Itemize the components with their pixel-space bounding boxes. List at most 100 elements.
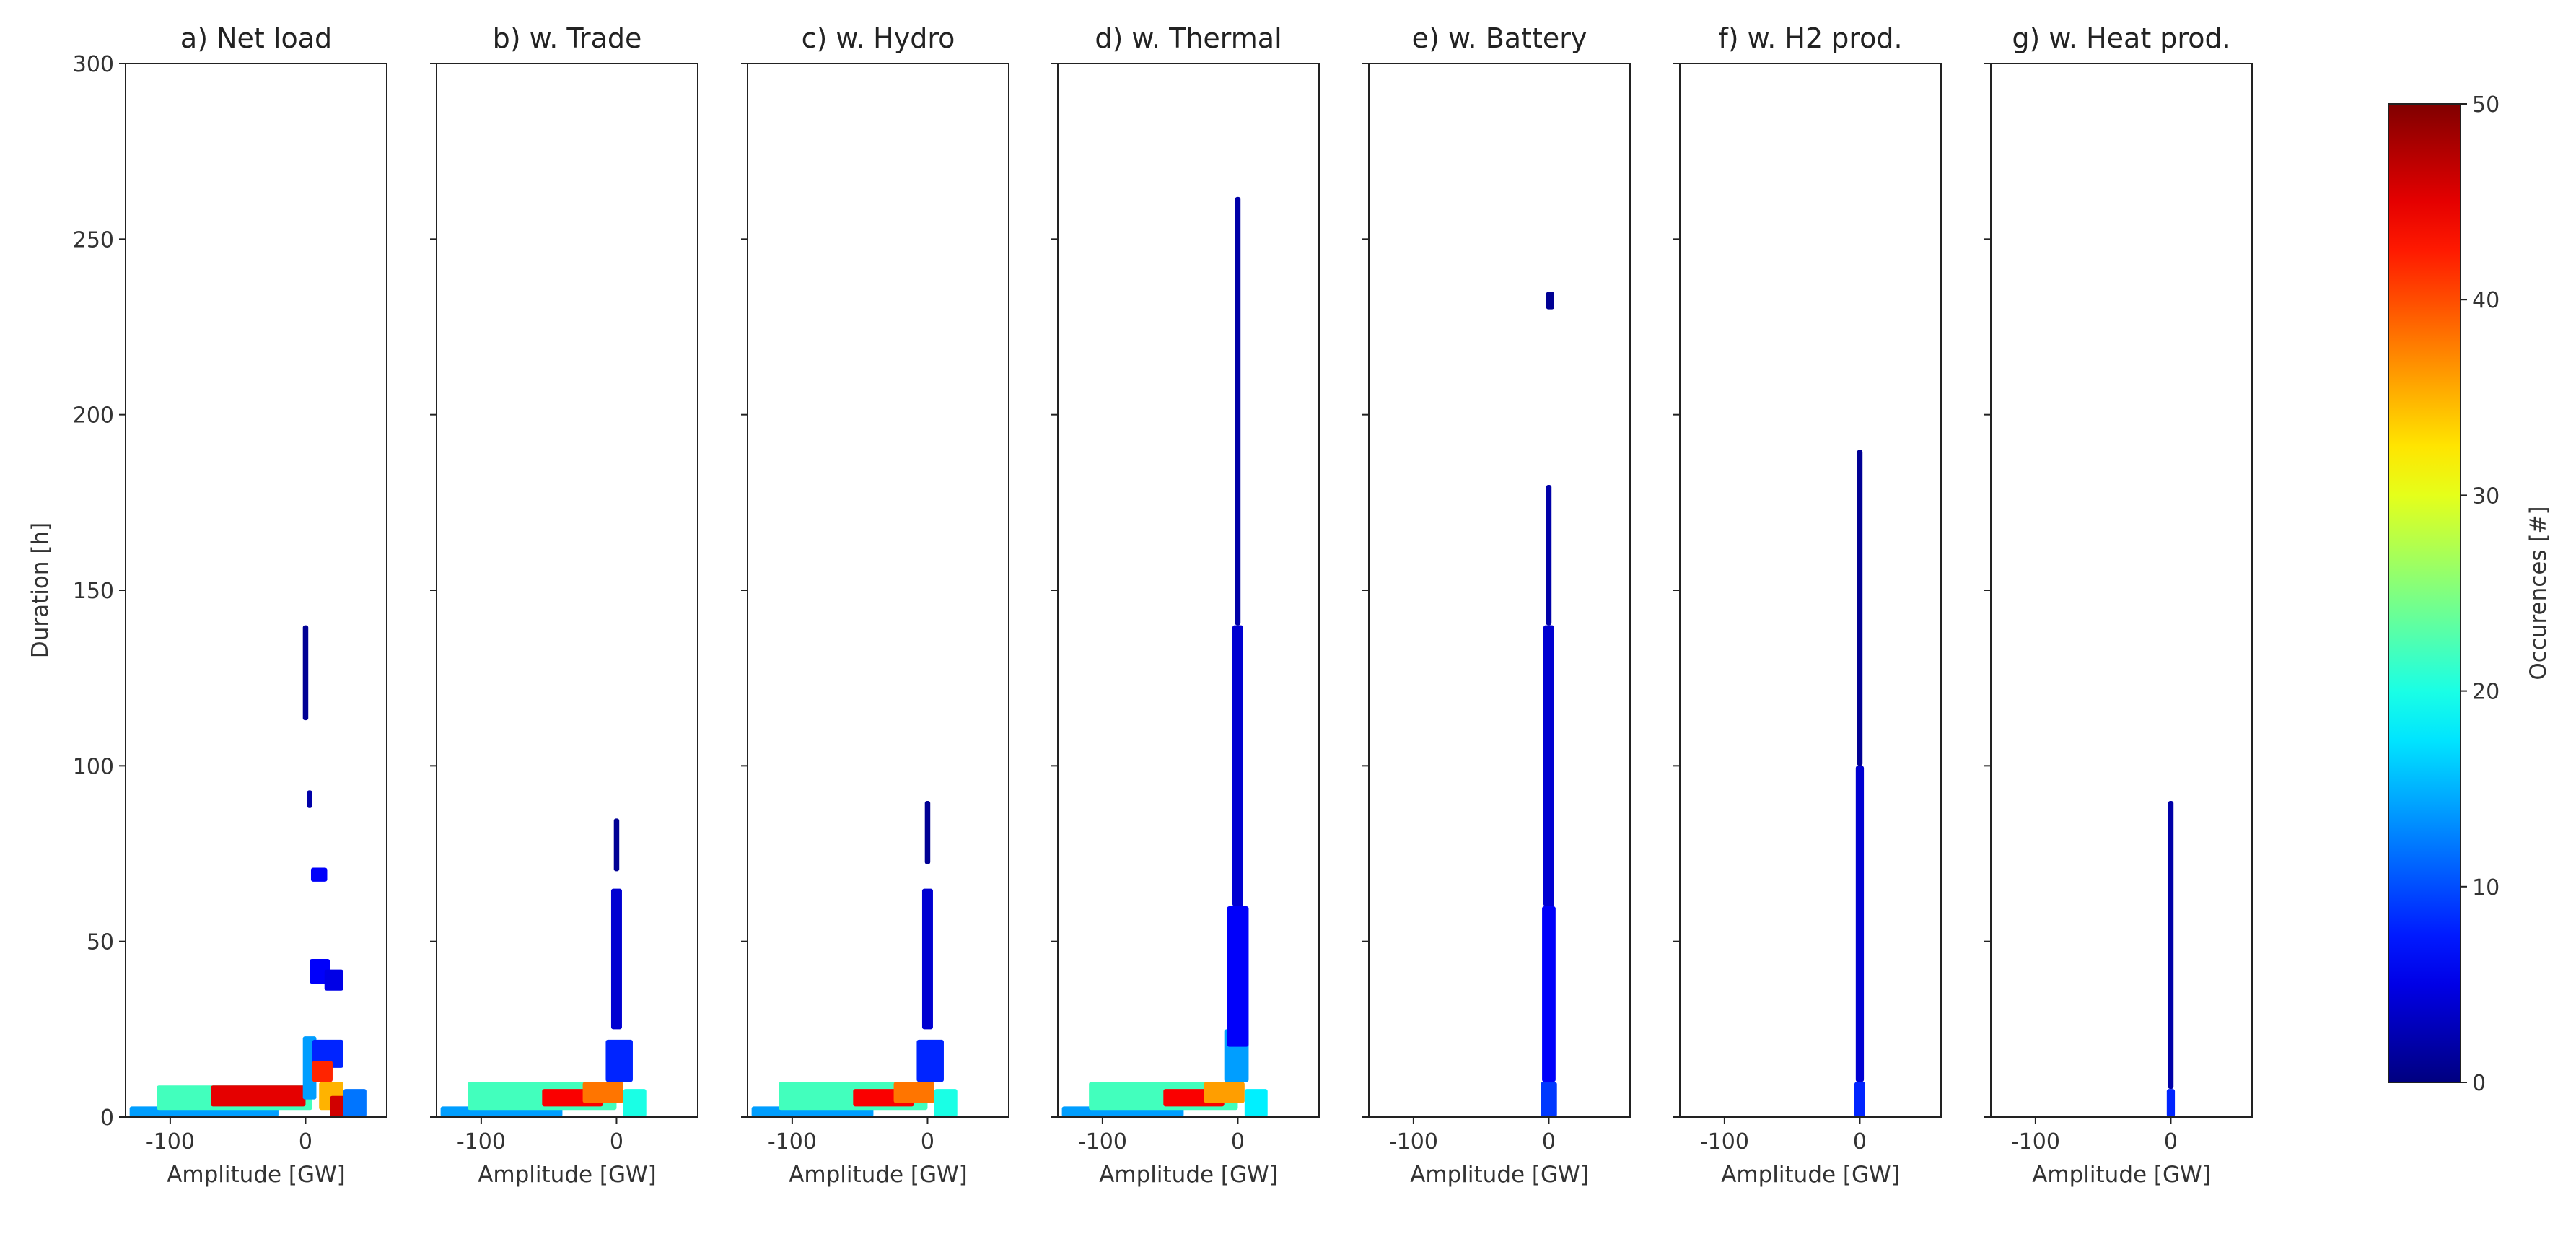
plot-area — [1680, 63, 1941, 1117]
x-tick-label: -100 — [2011, 1129, 2060, 1155]
x-axis-label: Amplitude [GW] — [789, 1162, 968, 1188]
plot-area — [437, 63, 698, 1117]
x-axis-label: Amplitude [GW] — [167, 1162, 346, 1188]
panel-g: -100 0 Amplitude [GW] g) w. Heat prod. — [1984, 22, 2253, 1188]
colorbar-tick-label: 0 — [2472, 1071, 2486, 1096]
heatmap-cells — [1854, 450, 1865, 1117]
panel-title: a) Net load — [180, 22, 332, 54]
colorbar-gradient — [2388, 103, 2461, 1083]
y-tick-label: 200 — [73, 403, 114, 429]
heatmap-cell — [324, 969, 343, 991]
colorbar-label: Occurences [#] — [2525, 506, 2551, 680]
heatmap-cell — [330, 1095, 346, 1117]
plot-area — [1058, 63, 1319, 1117]
y-tick-label: 150 — [73, 579, 114, 604]
heatmap-cells — [440, 818, 647, 1117]
heatmap-cell — [1227, 906, 1249, 1047]
heatmap-cell — [1855, 766, 1865, 1082]
panel-title: f) w. H2 prod. — [1718, 22, 1902, 54]
x-tick-label: -100 — [1389, 1129, 1438, 1155]
panel-d: -100 0 Amplitude [GW] d) w. Thermal — [1051, 22, 1320, 1188]
x-axis-label: Amplitude [GW] — [2032, 1162, 2211, 1188]
heatmap-cell — [623, 1089, 647, 1117]
panel-title: g) w. Heat prod. — [2012, 22, 2230, 54]
colorbar-tick-label: 30 — [2472, 483, 2500, 509]
panel-title: d) w. Thermal — [1095, 22, 1282, 54]
heatmap-cell — [1204, 1082, 1245, 1103]
heatmap-cell — [893, 1082, 934, 1103]
heatmap-cell — [1244, 1089, 1268, 1117]
heatmap-cell — [924, 801, 931, 864]
heatmap-cell — [211, 1085, 306, 1107]
heatmap-cell — [613, 818, 620, 872]
x-axis-label: Amplitude [GW] — [1099, 1162, 1278, 1188]
heatmap-cell — [2168, 801, 2174, 1090]
plot-area — [748, 63, 1009, 1117]
y-tick-label: 0 — [100, 1105, 114, 1131]
colorbar: 0 10 20 30 40 50 Occurences [#] — [2388, 92, 2551, 1096]
heatmap-cell — [1546, 292, 1554, 310]
heatmap-cells — [1061, 196, 1268, 1117]
plot-area — [1369, 63, 1630, 1117]
colorbar-tick-label: 40 — [2472, 288, 2500, 313]
x-tick-label: -100 — [768, 1129, 817, 1155]
heatmap-cell — [1857, 450, 1863, 766]
x-tick-label: -100 — [1700, 1129, 1749, 1155]
panel-b: -100 0 Amplitude [GW] b) w. Trade — [430, 22, 698, 1188]
heatmap-cell — [605, 1039, 633, 1082]
y-tick-label: 300 — [73, 52, 114, 77]
colorbar-tick-label: 20 — [2472, 680, 2500, 705]
x-tick-label: -100 — [1078, 1129, 1127, 1155]
x-tick-label: -100 — [457, 1129, 506, 1155]
heatmap-cell — [1232, 625, 1243, 906]
x-tick-label: 0 — [1853, 1129, 1867, 1155]
heatmap-cells — [2166, 801, 2176, 1117]
panel-title: c) w. Hydro — [802, 22, 955, 54]
panel-c: -100 0 Amplitude [GW] c) w. Hydro — [741, 22, 1009, 1188]
heatmap-cell — [582, 1082, 623, 1103]
y-axis-label: Duration [h] — [27, 522, 53, 658]
heatmap-cells — [129, 625, 367, 1117]
heatmap-cells — [1541, 292, 1557, 1117]
y-tick-label: 100 — [73, 754, 114, 779]
x-tick-label: 0 — [1231, 1129, 1245, 1155]
x-axis-label: Amplitude [GW] — [1721, 1162, 1900, 1188]
heatmap-cell — [302, 625, 309, 721]
heatmap-cell — [1546, 485, 1552, 626]
y-tick-label: 250 — [73, 227, 114, 253]
heatmap-cell — [610, 888, 622, 1030]
x-axis-label: Amplitude [GW] — [1410, 1162, 1589, 1188]
heatmap-cell — [2166, 1089, 2176, 1117]
heatmap-cells — [751, 801, 958, 1117]
x-axis-label: Amplitude [GW] — [478, 1162, 657, 1188]
x-tick-label: 0 — [299, 1129, 312, 1155]
heatmap-cell — [921, 888, 933, 1030]
panel-title: e) w. Battery — [1412, 22, 1587, 54]
heatmap-cell — [1854, 1082, 1865, 1117]
x-tick-label: 0 — [610, 1129, 623, 1155]
panel-e: -100 0 Amplitude [GW] e) w. Battery — [1362, 22, 1631, 1188]
heatmap-cell — [343, 1089, 367, 1117]
heatmap-cell — [1543, 625, 1554, 906]
heatmap-cell — [1235, 196, 1241, 626]
colorbar-tick-label: 10 — [2472, 875, 2500, 901]
y-tick-label: 50 — [87, 930, 114, 955]
x-tick-label: 0 — [2164, 1129, 2178, 1155]
heatmap-cell — [312, 1061, 333, 1082]
plot-area — [126, 63, 387, 1117]
x-tick-label: 0 — [921, 1129, 934, 1155]
panel-f: -100 0 Amplitude [GW] f) w. H2 prod. — [1673, 22, 1942, 1188]
heatmap-cell — [916, 1039, 944, 1082]
plot-area — [1991, 63, 2252, 1117]
heatmap-cell — [1541, 1082, 1557, 1117]
heatmap-cell — [1542, 906, 1556, 1082]
heatmap-cell — [310, 867, 328, 882]
x-tick-label: -100 — [146, 1129, 195, 1155]
heatmap-cell — [934, 1089, 958, 1117]
x-tick-label: 0 — [1542, 1129, 1556, 1155]
panel-a: 0 50 100 150 200 250 300 -100 0 Amplitude [GW] a) … — [73, 22, 387, 1188]
panel-title: b) w. Trade — [493, 22, 642, 54]
colorbar-tick-label: 50 — [2472, 92, 2500, 118]
heatmap-cell — [307, 790, 312, 808]
